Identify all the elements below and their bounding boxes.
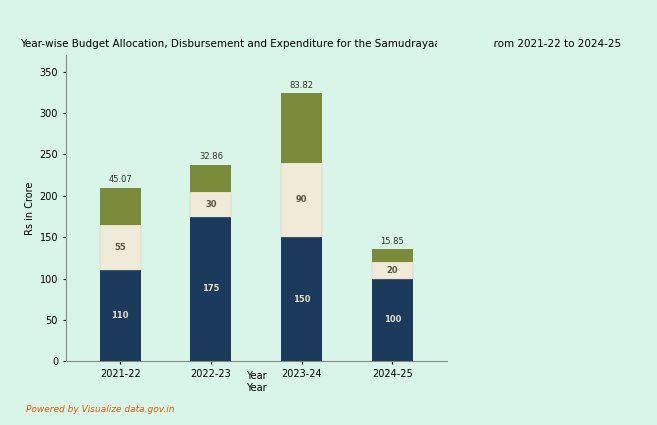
X-axis label: Year: Year — [246, 383, 267, 393]
Text: Year: Year — [246, 371, 267, 381]
Text: 90: 90 — [296, 196, 307, 204]
Text: 110: 110 — [112, 311, 129, 320]
Polygon shape — [437, 8, 502, 294]
Text: 30: 30 — [205, 200, 217, 209]
Text: 20: 20 — [386, 266, 398, 275]
Bar — [372, 262, 413, 278]
Text: 32.86: 32.86 — [199, 152, 223, 161]
Bar — [191, 164, 231, 192]
Bar — [281, 237, 322, 361]
Text: 83.82: 83.82 — [290, 81, 313, 90]
Text: Powered by Visualize data.gov.in: Powered by Visualize data.gov.in — [26, 405, 175, 414]
Text: 150: 150 — [293, 295, 310, 304]
Bar — [372, 278, 413, 361]
Bar — [372, 249, 413, 262]
Bar — [281, 163, 322, 237]
Text: Year-wise Budget Allocation, Disbursement and Expenditure for the Samudrayaan Pr: Year-wise Budget Allocation, Disbursemen… — [20, 39, 621, 49]
Text: 15.85: 15.85 — [380, 237, 404, 246]
Text: 55: 55 — [114, 243, 126, 252]
Bar — [100, 187, 141, 225]
Text: 45.07: 45.07 — [108, 175, 132, 184]
Bar — [281, 94, 322, 163]
Text: 175: 175 — [202, 284, 219, 293]
Bar — [191, 216, 231, 361]
Bar — [100, 225, 141, 270]
Bar — [191, 192, 231, 216]
Bar — [100, 270, 141, 361]
Y-axis label: Rs in Crore: Rs in Crore — [25, 181, 35, 235]
Text: 100: 100 — [384, 315, 401, 324]
